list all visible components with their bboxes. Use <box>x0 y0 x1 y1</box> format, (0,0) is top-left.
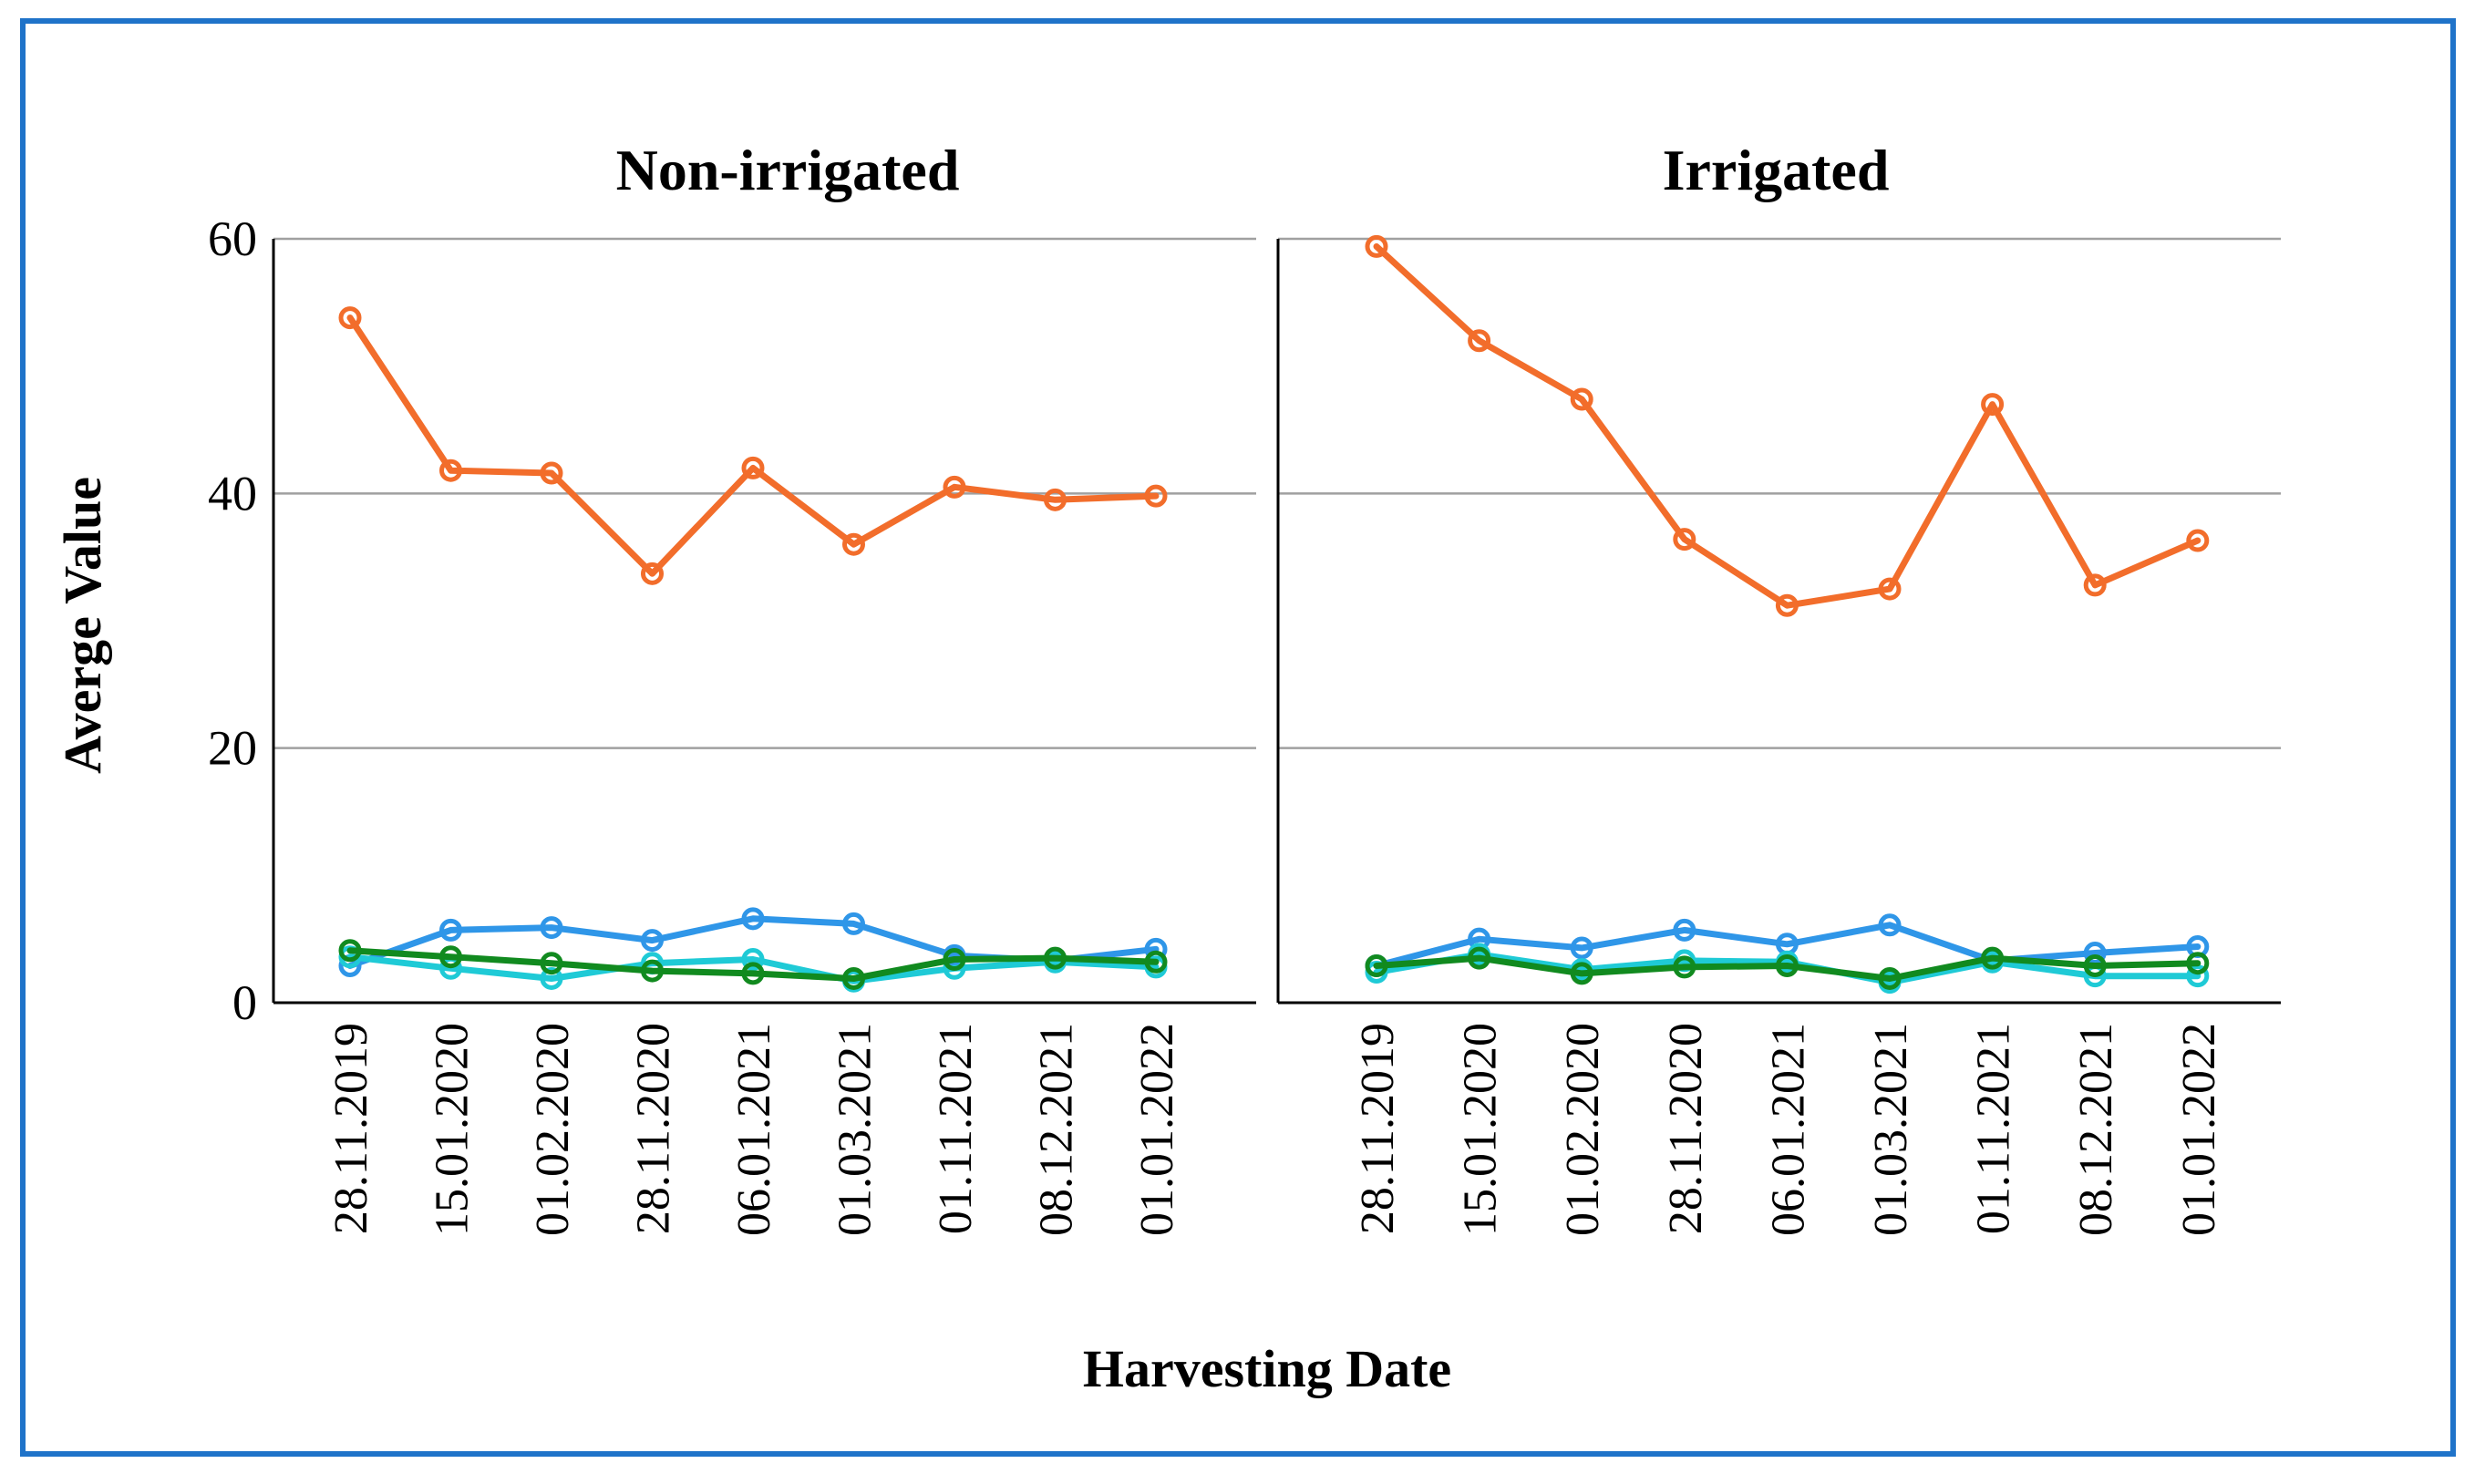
series-orange <box>1365 234 2210 617</box>
x-tick-label: 06.01.2021 <box>1762 1023 1814 1236</box>
data-point-orange <box>1044 488 1067 511</box>
data-point-blue <box>641 929 664 953</box>
data-point-green <box>439 945 462 969</box>
data-point-blue <box>741 907 765 931</box>
y-tick-label: 40 <box>208 466 257 520</box>
x-tick-label: 01.02.2020 <box>1557 1023 1609 1236</box>
panel-non-irrigated: Non-irrigated 0 20 40 60 28.11.2019 15.01.2020… <box>208 138 1256 1236</box>
x-tick-label: 08.12.2021 <box>1031 1023 1083 1236</box>
panels-group: Non-irrigated 0 20 40 60 28.11.2019 15.01.2020… <box>208 138 2281 1236</box>
data-point-cyan <box>741 948 765 972</box>
x-tick-label: 15.01.2020 <box>1455 1023 1507 1236</box>
data-point-green <box>1365 953 1388 977</box>
x-tick-label: 28.11.2020 <box>1660 1023 1712 1234</box>
data-point-orange <box>943 475 966 499</box>
x-tick-label: 28.11.2019 <box>325 1023 377 1234</box>
data-point-green <box>842 966 865 990</box>
data-point-blue <box>1570 936 1593 960</box>
y-axis-title: Averge Value <box>53 477 112 774</box>
x-axis-title: Harvesting Date <box>1083 1339 1451 1398</box>
data-point-orange <box>741 456 765 479</box>
data-point-blue <box>1878 913 1902 937</box>
x-tick-label: 01.03.2021 <box>1865 1023 1917 1236</box>
data-point-blue <box>439 918 462 942</box>
x-tick-label: 01.02.2020 <box>527 1023 579 1236</box>
data-point-orange <box>2083 573 2107 597</box>
panel-irrigated: Irrigated 28.11.2019 15.01.2020 01.02.2020 2… <box>1276 138 2281 1236</box>
y-tick-label: 0 <box>232 975 257 1030</box>
data-point-green <box>1981 946 2005 970</box>
data-point-green <box>1775 953 1799 977</box>
data-point-green <box>741 962 765 985</box>
data-point-blue <box>1673 918 1696 942</box>
data-point-orange <box>1878 577 1902 601</box>
data-point-green <box>1044 946 1067 970</box>
data-point-green <box>943 948 966 972</box>
data-point-orange <box>1570 387 1593 411</box>
panel-title: Irrigated <box>1663 138 1890 202</box>
data-point-green <box>540 952 563 975</box>
chart-svg: Averge Value Harvesting Date Non-irrigat… <box>53 138 2281 1398</box>
x-tick-label: 28.11.2020 <box>628 1023 680 1234</box>
data-point-orange <box>439 459 462 482</box>
series-line-green <box>346 947 1160 982</box>
data-point-cyan <box>540 966 563 990</box>
data-point-blue <box>2083 942 2107 965</box>
data-point-orange <box>1365 234 1388 258</box>
y-tick-label: 20 <box>208 721 257 776</box>
data-point-orange <box>641 562 664 585</box>
data-point-green <box>1144 950 1168 974</box>
x-tick-label: 28.11.2019 <box>1352 1023 1404 1234</box>
x-tick-label: 08.12.2021 <box>2070 1023 2122 1236</box>
data-point-cyan <box>2186 964 2210 988</box>
data-point-green <box>2083 953 2107 977</box>
data-point-green <box>1878 966 1902 990</box>
data-point-blue <box>540 916 563 940</box>
x-tick-label: 15.01.2020 <box>427 1023 479 1236</box>
data-point-orange <box>1775 593 1799 617</box>
data-point-orange <box>540 461 563 485</box>
data-point-orange <box>842 532 865 556</box>
series-line-blue <box>1373 922 2201 969</box>
data-point-orange <box>2186 529 2210 552</box>
series-green <box>338 939 1168 990</box>
series-line-cyan <box>1373 951 2201 986</box>
y-tick-label: 60 <box>208 211 257 266</box>
data-point-orange <box>1144 484 1168 508</box>
data-point-green <box>2186 952 2210 975</box>
series-orange <box>338 306 1168 585</box>
data-point-green <box>1570 962 1593 985</box>
data-point-green <box>641 959 664 983</box>
data-point-orange <box>338 306 362 330</box>
series-line-orange <box>1373 242 2201 609</box>
data-point-orange <box>1673 528 1696 551</box>
data-point-green <box>338 939 362 963</box>
data-point-blue <box>842 912 865 935</box>
data-point-green <box>1468 946 1491 970</box>
x-tick-label: 01.01.2022 <box>1131 1023 1183 1236</box>
data-point-green <box>1673 955 1696 979</box>
panel-title: Non-irrigated <box>616 138 960 202</box>
series-green <box>1365 946 2210 990</box>
series-line-green <box>1373 954 2201 982</box>
data-point-orange <box>1468 329 1491 353</box>
series-line-orange <box>346 314 1160 577</box>
x-tick-label: 01.11.2021 <box>1968 1023 2020 1234</box>
x-tick-label: 01.03.2021 <box>830 1023 882 1236</box>
data-point-orange <box>1981 393 2005 417</box>
figure-frame: Averge Value Harvesting Date Non-irrigat… <box>20 18 2456 1457</box>
series-line-cyan <box>346 953 1160 984</box>
x-tick-label: 06.01.2021 <box>728 1023 780 1236</box>
x-tick-label: 01.11.2021 <box>930 1023 982 1234</box>
x-tick-label: 01.01.2022 <box>2173 1023 2225 1236</box>
